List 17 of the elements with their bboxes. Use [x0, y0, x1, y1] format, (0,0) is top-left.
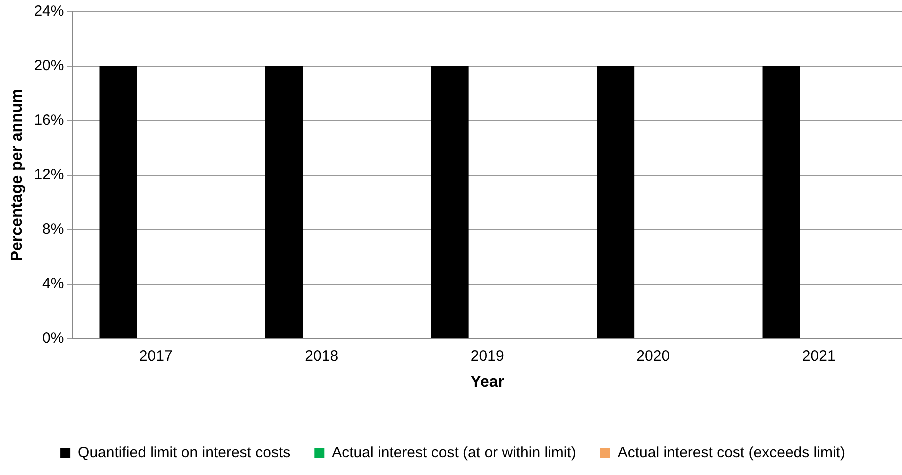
x-tick-label: 2019 — [470, 348, 504, 365]
y-tick-label: 4% — [42, 275, 64, 292]
y-tick-label: 16% — [34, 112, 64, 130]
x-tick-label: 2021 — [802, 348, 836, 365]
y-axis-title: Percentage per annum — [9, 89, 26, 262]
y-tick-label: 0% — [42, 330, 64, 347]
x-axis-title: Year — [470, 374, 505, 391]
legend-label: Quantified limit on interest costs — [78, 444, 291, 462]
y-tick-label: 20% — [34, 58, 64, 75]
y-tick-label: 24% — [34, 3, 64, 20]
x-tick-label: 2018 — [305, 348, 339, 365]
y-tick-label: 12% — [34, 166, 64, 184]
legend-label: Actual interest cost (exceeds limit) — [618, 444, 846, 462]
y-tick-label: 8% — [42, 221, 64, 238]
x-tick-label: 2017 — [139, 348, 173, 365]
x-tick-label: 2020 — [636, 348, 670, 365]
legend-label: Actual interest cost (at or within limit) — [332, 444, 576, 462]
